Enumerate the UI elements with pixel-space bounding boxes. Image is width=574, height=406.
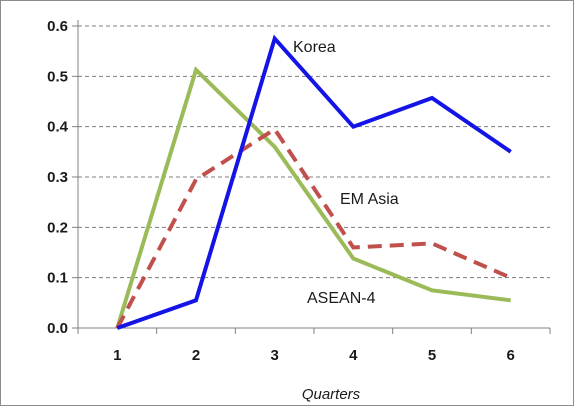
x-tick-label: 6 <box>506 347 514 364</box>
series-label-em-asia: EM Asia <box>340 191 399 208</box>
y-tick-label: 0.0 <box>47 320 68 337</box>
x-tick-label: 5 <box>428 347 436 364</box>
gridlines <box>78 25 550 279</box>
y-tick-label: 0.1 <box>47 270 68 287</box>
series-lines <box>115 34 512 330</box>
y-tick-label: 0.5 <box>47 68 68 85</box>
y-tick-label: 0.3 <box>47 169 68 186</box>
x-tick-label: 3 <box>270 347 278 364</box>
x-tick-label: 4 <box>349 347 358 364</box>
series-label-asean-4: ASEAN-4 <box>307 290 376 307</box>
series-line-em-asia <box>115 126 512 329</box>
y-tick-label: 0.2 <box>47 219 68 236</box>
series-label-korea: Korea <box>293 39 336 56</box>
y-tick-labels: 0.0 0.1 0.2 0.3 0.4 0.5 0.6 <box>47 18 69 337</box>
axes <box>72 20 551 334</box>
x-tick-label: 1 <box>113 347 121 364</box>
x-tick-label: 2 <box>192 347 200 364</box>
y-tick-label: 0.4 <box>47 119 69 136</box>
y-tick-label: 0.6 <box>47 18 68 35</box>
series-labels: Korea EM Asia ASEAN-4 <box>293 39 399 307</box>
x-tick-labels: 1 2 3 4 5 6 <box>113 347 515 364</box>
series-line-korea <box>116 34 512 330</box>
series-line-asean-4 <box>115 66 511 329</box>
x-axis-title: Quarters <box>302 386 361 403</box>
